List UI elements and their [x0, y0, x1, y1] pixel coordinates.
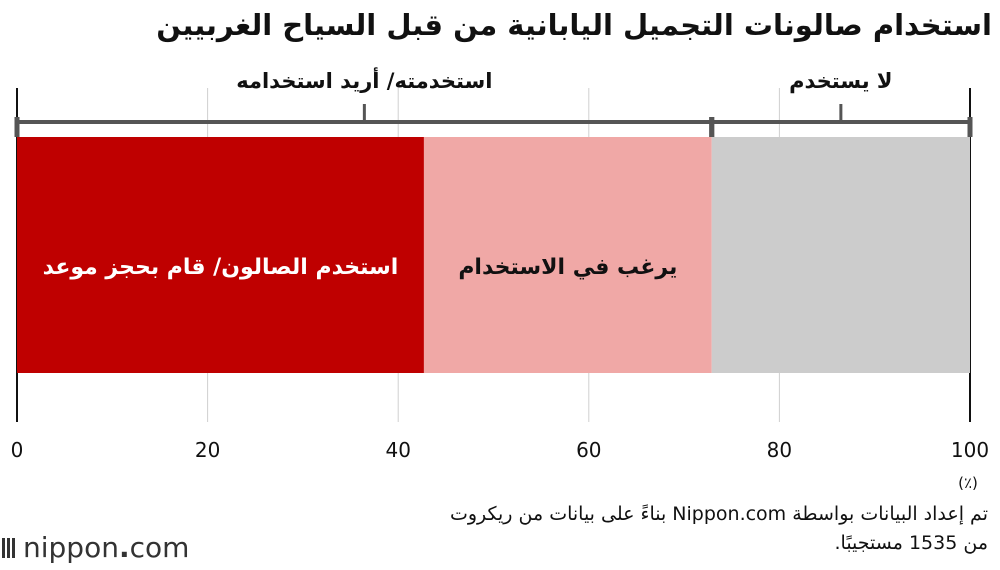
logo-suffix: com	[129, 531, 190, 564]
segment-label: يرغب في الاستخدام	[458, 255, 677, 280]
bracket-label: استخدمته/ أريد استخدامه	[236, 66, 492, 93]
bar-segments: استخدم الصالون/ قام بحجز موعد يرغب في الا…	[17, 137, 970, 373]
nippon-bars-icon	[2, 537, 15, 558]
bracket: استخدمته/ أريد استخدامه	[14, 66, 715, 137]
bar-segment	[711, 137, 970, 373]
segment-label: استخدم الصالون/ قام بحجز موعد	[43, 255, 399, 280]
source-note: تم إعداد البيانات بواسطة Nippon.com بناء…	[450, 500, 988, 558]
unit-label: (٪)	[958, 474, 978, 492]
logo-text: nippon	[23, 531, 119, 564]
x-tick-labels: 0 20 40 60 80 100	[11, 438, 989, 462]
stacked-bar-chart: استخدمته/ أريد استخدامه لا يستخدم استخدم …	[11, 66, 989, 492]
brackets: استخدمته/ أريد استخدامه لا يستخدم	[14, 66, 973, 137]
x-tick-label: 0	[11, 438, 24, 462]
source-note-line-1: تم إعداد البيانات بواسطة Nippon.com بناء…	[449, 503, 988, 525]
x-tick-label: 100	[951, 438, 989, 462]
bar-segment	[17, 137, 424, 373]
x-tick-label: 80	[767, 438, 792, 462]
x-tick-label: 60	[576, 438, 601, 462]
source-note-line-2: من 1535 مستجيبًا.	[834, 532, 988, 554]
bracket-label: لا يستخدم	[789, 69, 892, 93]
x-tick-label: 40	[385, 438, 410, 462]
bracket: لا يستخدم	[709, 69, 973, 137]
nippon-logo: nippon. com	[2, 531, 189, 564]
logo-dot: .	[118, 531, 130, 564]
chart-title: استخدام صالونات التجميل اليابانية من قبل…	[156, 8, 992, 42]
bar-segment	[423, 137, 712, 373]
x-tick-label: 20	[195, 438, 220, 462]
